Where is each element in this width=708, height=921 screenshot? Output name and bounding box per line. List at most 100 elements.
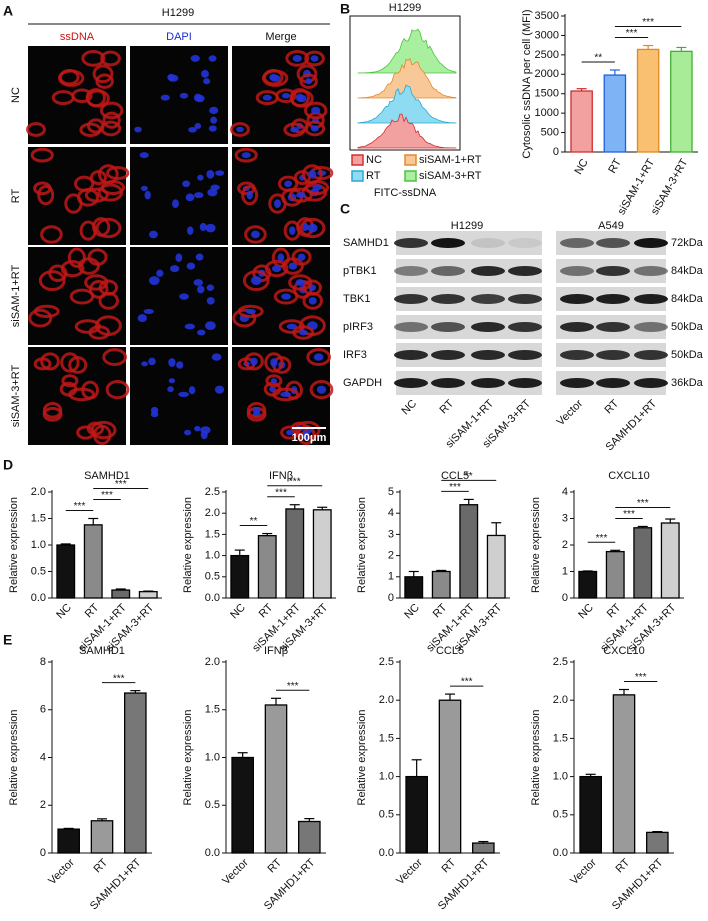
error-bar (97, 818, 107, 821)
significance-label: *** (623, 509, 635, 520)
bar (57, 828, 80, 854)
y-tick-label: 1500 (535, 88, 559, 100)
lane-label: Vector (555, 397, 586, 428)
bar (605, 550, 625, 599)
protein-label: pTBK1 (343, 265, 377, 277)
flow-frame (349, 15, 461, 151)
nucleus (313, 353, 324, 361)
x-tick-label: RT (431, 601, 450, 620)
nucleus (148, 357, 156, 366)
blot-band (560, 322, 594, 332)
nucleus (281, 293, 291, 300)
y-tick-label: 1.5 (205, 704, 220, 716)
cell (92, 424, 112, 446)
nucleus (203, 78, 211, 85)
y-tick-label: 6 (40, 704, 46, 716)
y-tick-label: 1.0 (205, 550, 220, 562)
y-axis-label: Relative expression (530, 497, 542, 593)
legend-swatch (404, 154, 417, 166)
x-tick-label: NC (572, 157, 590, 177)
nucleus (172, 199, 179, 208)
significance-label: ** (465, 471, 473, 482)
y-tick-label: 3 (562, 512, 568, 524)
y-tick-label: 3 (388, 528, 394, 540)
nucleus (308, 169, 317, 179)
y-tick-label: 2 (562, 539, 568, 551)
y-tick-label: 0.0 (379, 847, 394, 859)
x-tick-label: Vector (568, 856, 599, 887)
legend-label: NC (366, 154, 382, 166)
y-axis-label: Relative expression (182, 497, 194, 593)
lane-label: RT (437, 397, 456, 416)
nucleus (195, 94, 205, 103)
y-tick-label: 1.0 (553, 771, 568, 783)
nucleus (310, 55, 319, 62)
cell (283, 220, 301, 241)
error-bar (63, 827, 74, 830)
cell (288, 274, 313, 291)
bar (90, 820, 114, 854)
cell (87, 118, 105, 134)
bar (459, 504, 479, 599)
cell (28, 308, 53, 328)
error-bar (408, 570, 419, 577)
chart-title: SAMHD1 (84, 470, 130, 482)
y-tick-label: 1.0 (31, 539, 46, 551)
nucleus (316, 385, 327, 394)
protein-label: SAMHD1 (343, 237, 389, 249)
nucleus (210, 116, 218, 124)
legend-label: RT (366, 170, 381, 182)
blot-band (596, 266, 630, 276)
blot-band (471, 294, 505, 304)
lane-label: NC (399, 398, 419, 418)
bar (633, 527, 653, 599)
protein-label: pIRF3 (343, 321, 373, 333)
nucleus (194, 122, 202, 130)
blot-band (634, 350, 668, 360)
cell (303, 101, 328, 120)
bar (670, 50, 693, 153)
panel-label: E (3, 632, 12, 648)
y-tick-label: 4 (388, 507, 394, 519)
error-bar (665, 518, 676, 524)
significance-label: *** (287, 681, 299, 692)
cell (291, 118, 309, 134)
y-tick-label: 2.0 (205, 507, 220, 519)
nucleus (262, 94, 272, 101)
blot-band (471, 238, 505, 248)
y-tick-label: 500 (541, 126, 559, 138)
error-bar (445, 693, 455, 701)
nucleus (194, 425, 201, 432)
significance-label: *** (275, 487, 287, 498)
y-tick-label: 2500 (535, 49, 559, 61)
error-bar (436, 569, 447, 572)
x-tick-label: RT (83, 601, 102, 620)
y-tick-label: 1000 (535, 107, 559, 119)
nucleus (211, 353, 222, 361)
cell (67, 247, 86, 268)
y-tick-label: 2.0 (553, 694, 568, 706)
column-label: ssDNA (60, 31, 95, 43)
bar (404, 576, 424, 599)
cell (291, 248, 312, 266)
nucleus (175, 253, 183, 263)
significance-label: *** (113, 673, 125, 684)
cell (102, 348, 127, 366)
nucleus (206, 169, 215, 179)
blot-band (394, 294, 428, 304)
nucleus (251, 230, 260, 239)
cell (95, 217, 122, 239)
blot-band (634, 266, 668, 276)
row-label: RT (10, 188, 22, 203)
y-axis-label: Relative expression (8, 710, 20, 806)
nucleus (269, 73, 278, 81)
cell (81, 50, 106, 67)
protein-label: TBK1 (343, 293, 371, 305)
y-tick-label: 0 (553, 146, 559, 158)
bar (636, 48, 660, 153)
nucleus (200, 430, 208, 440)
y-tick-label: 0.5 (205, 571, 220, 583)
cell (268, 193, 287, 214)
column-label: DAPI (166, 31, 192, 43)
y-tick-label: 0.0 (205, 847, 220, 859)
